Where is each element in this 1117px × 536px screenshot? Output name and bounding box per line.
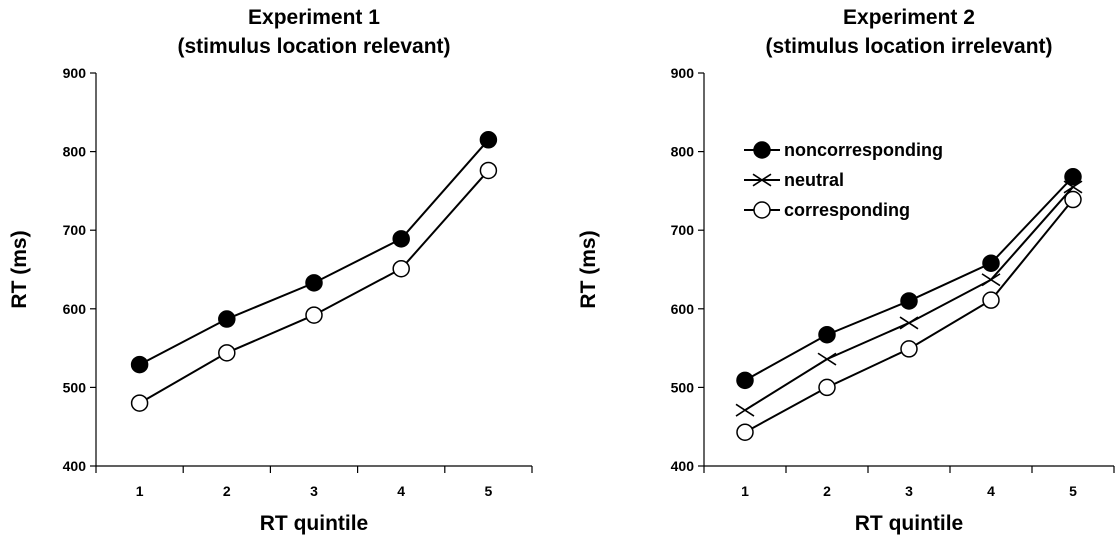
legend-marker-noncorresponding: [753, 141, 771, 159]
data-point-neutral: [817, 352, 837, 366]
data-point-corresponding: [818, 378, 836, 397]
data-point-noncorresponding: [982, 254, 1000, 272]
data-point-corresponding: [1064, 190, 1082, 209]
y-tick-label: 600: [671, 301, 695, 317]
y-tick-label: 800: [63, 144, 87, 160]
y-tick-label: 700: [63, 222, 87, 238]
y-tick-label: 600: [63, 301, 87, 317]
y-tick-label: 500: [63, 379, 87, 395]
data-point-neutral: [1063, 180, 1083, 194]
chart-title-line: (stimulus location irrelevant): [765, 35, 1052, 58]
y-axis-label: RT (ms): [8, 230, 31, 308]
y-tick-label: 800: [671, 144, 695, 160]
y-tick-label: 700: [671, 222, 695, 238]
x-marker-stroke: [752, 173, 772, 187]
data-point-noncorresponding: [900, 292, 918, 310]
legend-marker-corresponding: [753, 201, 771, 219]
data-point-corresponding: [900, 340, 918, 358]
data-point-neutral: [899, 316, 919, 330]
series-line-corresponding: [744, 198, 1074, 434]
x-tick-label: 4: [397, 483, 405, 499]
data-point-noncorresponding: [130, 355, 149, 374]
x-tick-label: 2: [223, 483, 231, 499]
legend-label-neutral: neutral: [784, 170, 844, 190]
chart-experiment-2: Experiment 2 (stimulus location irrelevan…: [577, 6, 1115, 535]
x-tick-label: 1: [741, 483, 749, 499]
data-point-noncorresponding: [818, 325, 836, 344]
data-point-noncorresponding: [392, 230, 410, 248]
x-marker-stroke: [899, 316, 919, 330]
data-point-noncorresponding: [736, 371, 754, 390]
data-point-corresponding: [392, 259, 410, 278]
x-tick-label: 3: [905, 483, 913, 499]
data-point-noncorresponding: [305, 274, 323, 292]
x-marker-stroke: [817, 352, 837, 366]
data-point-noncorresponding: [479, 131, 498, 149]
x-marker-stroke: [735, 403, 755, 417]
data-point-neutral: [981, 273, 1001, 287]
y-tick-label: 400: [671, 458, 695, 474]
data-point-corresponding: [130, 394, 149, 412]
y-tick-label: 500: [671, 379, 695, 395]
legend-marker-neutral: [752, 173, 772, 187]
y-tick-label: 900: [63, 65, 87, 81]
data-point-corresponding: [982, 291, 1000, 309]
x-marker-stroke: [981, 273, 1001, 287]
x-marker-stroke: [1063, 180, 1083, 194]
data-point-corresponding: [479, 161, 498, 180]
x-tick-label: 3: [310, 483, 318, 499]
chart-experiment-1: Experiment 1 (stimulus location relevant)…: [8, 6, 533, 535]
x-tick-label: 2: [823, 483, 831, 499]
data-point-neutral: [735, 403, 755, 417]
x-tick-label: 1: [136, 483, 144, 499]
y-axis-label: RT (ms): [577, 230, 600, 308]
data-point-noncorresponding: [1064, 168, 1082, 186]
data-point-corresponding: [218, 344, 236, 362]
x-tick-label: 5: [485, 483, 493, 499]
chart-title-line: Experiment 1: [248, 6, 380, 29]
x-tick-label: 5: [1069, 483, 1077, 499]
data-point-corresponding: [305, 306, 323, 324]
legend-label-corresponding: corresponding: [784, 200, 910, 220]
x-axis-label: RT quintile: [855, 512, 964, 535]
chart-title-line: Experiment 2: [843, 6, 975, 29]
series-line-noncorresponding: [139, 139, 490, 366]
y-tick-label: 900: [671, 65, 695, 81]
legend-label-noncorresponding: noncorresponding: [784, 140, 943, 160]
legend: noncorresponding neutral corresponding: [744, 140, 943, 220]
x-axis-label: RT quintile: [260, 512, 369, 535]
x-tick-label: 4: [987, 483, 995, 499]
data-point-noncorresponding: [218, 310, 236, 328]
y-tick-label: 400: [63, 458, 87, 474]
data-point-corresponding: [736, 423, 754, 441]
chart-title-line: (stimulus location relevant): [177, 35, 450, 58]
